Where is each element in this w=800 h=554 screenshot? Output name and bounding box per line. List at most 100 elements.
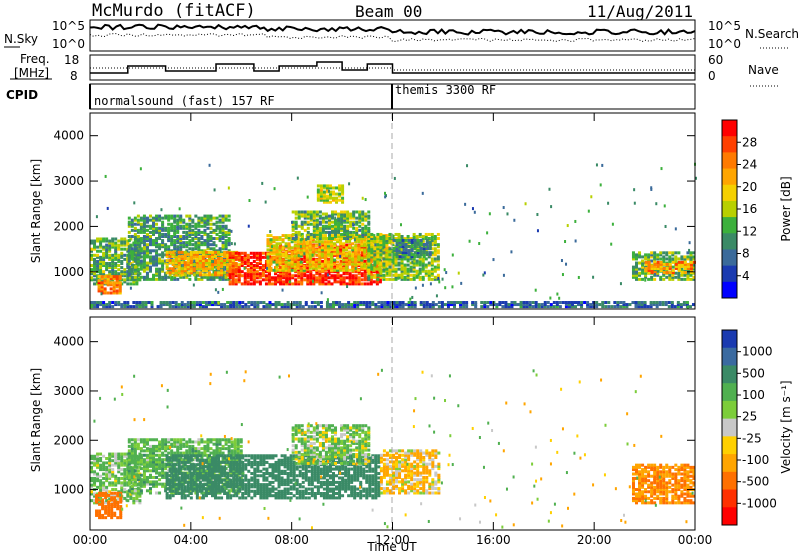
heatmap-cell: [483, 303, 487, 307]
heatmap-cell: [105, 479, 109, 483]
heatmap-cell: [252, 259, 256, 263]
heatmap-cell: [315, 280, 319, 284]
heatmap-cell: [246, 259, 250, 263]
heatmap-cell: [665, 262, 669, 266]
heatmap-cell: [395, 253, 399, 257]
heatmap-cell: [360, 242, 364, 246]
heatmap-cell: [234, 274, 238, 278]
heatmap-cell: [117, 468, 121, 472]
heatmap-cell: [346, 232, 350, 236]
heatmap-cell: [367, 257, 371, 261]
heatmap-cell: [100, 275, 104, 279]
heatmap-cell: [127, 222, 131, 226]
heatmap-cell: [424, 273, 428, 277]
heatmap-cell: [231, 278, 235, 282]
heatmap-cell: [436, 257, 440, 261]
heatmap-cell: [400, 257, 404, 261]
heatmap-cell: [336, 264, 340, 268]
heatmap-cell: [305, 260, 309, 264]
heatmap-cell: [308, 262, 312, 266]
heatmap-cell: [401, 253, 405, 257]
heatmap-cell: [315, 218, 319, 222]
heatmap-cell: [641, 263, 645, 267]
heatmap-cell: [95, 511, 99, 515]
heatmap-cell: [161, 253, 165, 257]
heatmap-cell: [340, 232, 344, 236]
heatmap-cell: [656, 264, 660, 268]
heatmap-cell: [130, 277, 134, 281]
heatmap-cell: [194, 277, 198, 281]
heatmap-cell: [164, 228, 168, 232]
heatmap-cell: [306, 226, 310, 230]
heatmap-cell: [224, 255, 228, 259]
heatmap-cell: [418, 255, 422, 259]
heatmap-cell: [428, 242, 432, 246]
heatmap-cell: [209, 239, 213, 243]
heatmap-cell: [275, 246, 279, 250]
heatmap-cell: [334, 230, 338, 234]
heatmap-cell: [139, 484, 143, 488]
heatmap-cell: [155, 257, 159, 261]
heatmap-cell: [215, 263, 219, 267]
heatmap-cell: [272, 236, 276, 240]
heatmap-cell: [101, 516, 105, 520]
heatmap-cell: [132, 257, 136, 261]
heatmap-cell: [168, 259, 172, 263]
heatmap-cell: [300, 257, 304, 261]
heatmap-cell: [349, 224, 353, 228]
heatmap-cell: [674, 259, 678, 263]
heatmap-cell: [364, 228, 368, 232]
heatmap-cell: [220, 252, 224, 256]
heatmap-cell: [411, 260, 414, 264]
heatmap-cell: [133, 247, 137, 251]
heatmap-cell: [152, 232, 156, 236]
heatmap-cell: [136, 273, 140, 277]
heatmap-cell: [590, 195, 593, 199]
heatmap-cell: [358, 212, 362, 216]
heatmap-cell: [138, 255, 142, 259]
heatmap-cell: [375, 280, 379, 284]
heatmap-cell: [179, 275, 183, 279]
heatmap-cell: [221, 275, 225, 279]
heatmap-cell: [430, 277, 434, 281]
heatmap-cell: [148, 438, 152, 442]
heatmap-cell: [203, 265, 207, 269]
heatmap-cell: [543, 305, 547, 309]
heatmap-cell: [191, 228, 195, 232]
heatmap-cell: [560, 259, 563, 263]
heatmap-cell: [372, 280, 376, 284]
heatmap-cell: [167, 218, 171, 222]
heatmap-cell: [376, 232, 380, 236]
heatmap-cell: [552, 301, 556, 305]
heatmap-cell: [360, 256, 364, 260]
heatmap-cell: [318, 270, 322, 274]
heatmap-cell: [364, 212, 368, 216]
heatmap-cell: [183, 303, 187, 307]
heatmap-cell: [670, 303, 674, 307]
heatmap-cell: [185, 243, 189, 247]
heatmap-cell: [120, 272, 124, 276]
heatmap-cell: [123, 481, 127, 485]
heatmap-cell: [309, 276, 313, 280]
heatmap-cell: [282, 276, 286, 280]
heatmap-cell: [117, 278, 121, 282]
heatmap-cell: [367, 214, 371, 218]
heatmap-cell: [315, 272, 319, 276]
heatmap-cell: [116, 493, 120, 497]
heatmap-cell: [188, 222, 192, 226]
heatmap-cell: [689, 257, 693, 261]
heatmap-cell: [198, 257, 202, 260]
heatmap-cell: [519, 305, 523, 309]
heatmap-cell: [214, 271, 218, 275]
heatmap-cell: [96, 303, 100, 307]
heatmap-cell: [120, 274, 124, 278]
heatmap-cell: [564, 305, 568, 309]
heatmap-cell: [203, 218, 207, 222]
heatmap-cell: [252, 274, 256, 278]
heatmap-cell: [138, 481, 142, 485]
heatmap-cell: [164, 273, 168, 277]
heatmap-cell: [312, 232, 316, 236]
heatmap-cell: [312, 224, 316, 228]
heatmap-cell: [173, 275, 177, 279]
heatmap-cell: [337, 212, 341, 216]
